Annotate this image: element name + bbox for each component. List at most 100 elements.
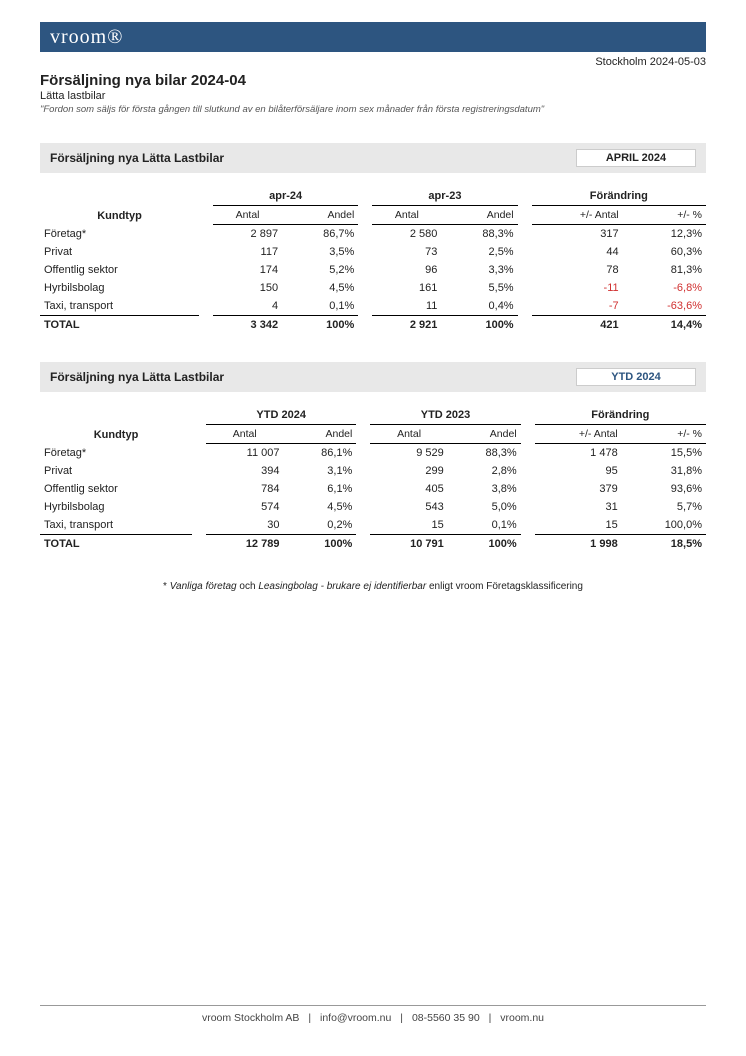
cell-andel: 0,4% — [441, 297, 517, 316]
cell-antal: 174 — [213, 261, 282, 279]
row-label: Taxi, transport — [40, 297, 199, 316]
cell-antal: 117 — [213, 243, 282, 261]
total-antal: 12 789 — [206, 535, 283, 554]
cell-diff: 44 — [532, 243, 623, 261]
total-row: TOTAL12 789100%10 791100%1 99818,5% — [40, 535, 706, 554]
cell-pct: 12,3% — [623, 225, 706, 244]
col-andel: Andel — [448, 425, 521, 444]
cell-antal: 2 580 — [372, 225, 441, 244]
col-group-current: YTD 2024 — [206, 406, 356, 425]
table-row: Företag*11 00786,1%9 52988,3%1 47815,5% — [40, 444, 706, 463]
col-kundtyp: Kundtyp — [40, 187, 199, 225]
cell-pct: 93,6% — [622, 480, 706, 498]
footer-sep: | — [394, 1012, 409, 1024]
report-title: Försäljning nya bilar 2024-04 — [40, 72, 706, 89]
total-andel: 100% — [282, 316, 358, 335]
section-bar: Försäljning nya Lätta LastbilarYTD 2024 — [40, 362, 706, 392]
cell-antal: 150 — [213, 279, 282, 297]
total-andel: 100% — [283, 535, 356, 554]
total-row: TOTAL3 342100%2 921100%42114,4% — [40, 316, 706, 335]
table-row: Företag*2 89786,7%2 58088,3%31712,3% — [40, 225, 706, 244]
cell-antal: 96 — [372, 261, 441, 279]
footer-sep: | — [302, 1012, 317, 1024]
total-diff: 421 — [532, 316, 623, 335]
row-label: Privat — [40, 243, 199, 261]
cell-diff: 1 478 — [535, 444, 622, 463]
cell-andel: 88,3% — [448, 444, 521, 463]
col-kundtyp: Kundtyp — [40, 406, 192, 444]
footer-email: info@vroom.nu — [320, 1012, 391, 1024]
cell-antal: 30 — [206, 516, 283, 535]
footnote-em1: Vanliga företag — [170, 581, 237, 592]
footer-phone: 08-5560 35 90 — [412, 1012, 480, 1024]
cell-diff: 379 — [535, 480, 622, 498]
section-title: Försäljning nya Lätta Lastbilar — [50, 370, 224, 384]
total-andel: 100% — [441, 316, 517, 335]
table-row: Privat1173,5%732,5%4460,3% — [40, 243, 706, 261]
cell-andel: 5,0% — [448, 498, 521, 516]
page: vroom® Stockholm 2024-05-03 Försäljning … — [0, 0, 746, 1056]
cell-andel: 4,5% — [283, 498, 356, 516]
cell-andel: 3,3% — [441, 261, 517, 279]
row-label: Offentlig sektor — [40, 261, 199, 279]
brand-logo: vroom® — [50, 26, 123, 49]
footnote-mid: och — [237, 581, 259, 592]
cell-andel: 3,5% — [282, 243, 358, 261]
table-row: Taxi, transport300,2%150,1%15100,0% — [40, 516, 706, 535]
report-definition: "Fordon som säljs för första gången till… — [40, 104, 706, 115]
report-subtitle: Lätta lastbilar — [40, 90, 706, 102]
cell-antal: 161 — [372, 279, 441, 297]
cell-antal: 4 — [213, 297, 282, 316]
cell-andel: 5,5% — [441, 279, 517, 297]
cell-andel: 0,1% — [448, 516, 521, 535]
total-andel: 100% — [448, 535, 521, 554]
col-group-change: Förändring — [532, 187, 706, 206]
cell-antal: 11 — [372, 297, 441, 316]
table-row: Offentlig sektor1745,2%963,3%7881,3% — [40, 261, 706, 279]
col-pm-antal: +/- Antal — [535, 425, 622, 444]
row-label: Företag* — [40, 444, 192, 463]
table-row: Taxi, transport40,1%110,4%-7-63,6% — [40, 297, 706, 316]
cell-antal: 784 — [206, 480, 283, 498]
section-title: Försäljning nya Lätta Lastbilar — [50, 151, 224, 165]
total-diff: 1 998 — [535, 535, 622, 554]
col-antal: Antal — [213, 206, 282, 225]
footnote: * Vanliga företag och Leasingbolag - bru… — [40, 581, 706, 592]
footer-site: vroom.nu — [500, 1012, 544, 1024]
cell-diff: -11 — [532, 279, 623, 297]
cell-diff: 95 — [535, 462, 622, 480]
cell-antal: 9 529 — [370, 444, 447, 463]
table-row: Hyrbilsbolag5744,5%5435,0%315,7% — [40, 498, 706, 516]
cell-antal: 299 — [370, 462, 447, 480]
cell-andel: 2,8% — [448, 462, 521, 480]
row-label: Företag* — [40, 225, 199, 244]
cell-diff: 78 — [532, 261, 623, 279]
cell-andel: 6,1% — [283, 480, 356, 498]
cell-antal: 73 — [372, 243, 441, 261]
row-label: Hyrbilsbolag — [40, 498, 192, 516]
cell-diff: 15 — [535, 516, 622, 535]
cell-diff: -7 — [532, 297, 623, 316]
cell-antal: 2 897 — [213, 225, 282, 244]
total-label: TOTAL — [40, 535, 192, 554]
row-label: Offentlig sektor — [40, 480, 192, 498]
page-footer: vroom Stockholm AB | info@vroom.nu | 08-… — [40, 1005, 706, 1024]
cell-pct: 81,3% — [623, 261, 706, 279]
data-table: KundtypYTD 2024YTD 2023FörändringAntalAn… — [40, 406, 706, 553]
footnote-prefix: * — [163, 581, 170, 592]
period-badge: APRIL 2024 — [576, 149, 696, 167]
footer-sep: | — [483, 1012, 498, 1024]
cell-andel: 86,7% — [282, 225, 358, 244]
total-antal: 3 342 — [213, 316, 282, 335]
cell-antal: 394 — [206, 462, 283, 480]
cell-andel: 3,1% — [283, 462, 356, 480]
cell-andel: 0,2% — [283, 516, 356, 535]
total-antal: 10 791 — [370, 535, 447, 554]
row-label: Taxi, transport — [40, 516, 192, 535]
top-banner: vroom® — [40, 22, 706, 52]
cell-antal: 11 007 — [206, 444, 283, 463]
row-label: Hyrbilsbolag — [40, 279, 199, 297]
cell-pct: -63,6% — [623, 297, 706, 316]
cell-diff: 317 — [532, 225, 623, 244]
cell-andel: 4,5% — [282, 279, 358, 297]
